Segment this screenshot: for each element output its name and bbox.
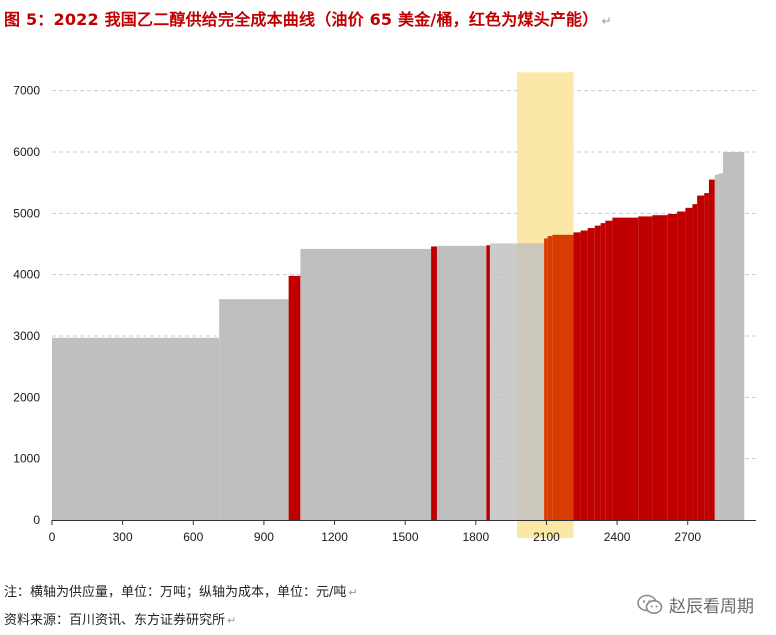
x-tick-label: 1200 [321,530,348,544]
y-tick-label: 3000 [13,329,40,343]
bar-segment-coal [431,246,437,520]
axis-note-text: 注：横轴为供应量，单位：万吨；纵轴为成本，单位：元/吨 [4,585,347,600]
figure-title-text: 图 5：2022 我国乙二醇供给完全成本曲线（油价 65 美金/桶，红色为煤头产… [4,10,599,29]
bar-segment-coal [708,179,715,520]
bar-segment [723,152,745,520]
bar-segment-coal [587,228,595,520]
bar-segment-coal [552,234,574,521]
supply-cost-chart: 0 300 600 900 1200 1500 1800 2100 2400 2700 0 1000 2… [13,72,756,544]
bar-segment-coal [685,207,693,520]
bar-segment-coal [547,236,553,520]
watermark: 赵辰看周期 [637,592,754,617]
figure-title: 图 5：2022 我国乙二醇供给完全成本曲线（油价 65 美金/桶，红色为煤头产… [4,6,612,30]
data-source: 资料来源：百川资讯、东方证券研究所 ↵ [4,609,236,628]
x-tick-label: 2700 [674,530,701,544]
bar-layer [52,152,745,521]
return-mark: ↵ [601,14,612,28]
bar-segment-coal [677,211,686,520]
y-tick-label: 2000 [13,390,40,404]
x-tick-label: 600 [183,530,203,544]
bar-segment-coal [605,220,613,520]
bar-segment-coal [594,225,601,520]
y-tick-label: 6000 [13,145,40,159]
bar-segment-coal [573,232,581,520]
return-mark: ↵ [348,586,358,599]
watermark-text: 赵辰看周期 [669,597,754,617]
axis-note: 注：横轴为供应量，单位：万吨；纵轴为成本，单位：元/吨 ↵ [4,581,358,600]
x-tick-label: 900 [254,530,274,544]
bar-segment-coal [697,195,705,520]
x-tick-label: 2400 [604,530,631,544]
bar-segment-coal [612,217,639,521]
bar-segment [436,245,487,520]
x-tick-label: 1800 [462,530,489,544]
bar-segment-coal [580,230,588,521]
bar-segment-coal [600,223,606,520]
bar-segment-coal [486,245,490,520]
x-tick-label: 2100 [533,530,560,544]
bar-segment-coal [692,204,698,520]
bar-segment [300,248,432,520]
bar-segment-coal [288,275,301,520]
bar-segment-coal [667,213,678,521]
bar-segment-coal [652,215,668,520]
bar-segment [52,337,220,520]
bar-segment [219,299,289,520]
x-tick-label: 0 [49,530,56,544]
bar-segment [714,174,719,520]
y-tick-label: 4000 [13,268,40,282]
tick-label-layer: 0 300 600 900 1200 1500 1800 2100 2400 2700 0 1000 2… [13,84,701,544]
y-tick-label: 1000 [13,452,40,466]
y-tick-label: 5000 [13,206,40,220]
bar-segment-coal [638,216,653,520]
bar-segment-coal [544,238,548,521]
bar-segment-coal [704,193,709,521]
return-mark: ↵ [227,614,237,627]
x-tick-label: 300 [113,530,133,544]
bar-segment [718,173,724,520]
y-tick-label: 0 [33,513,40,527]
x-tick-label: 1500 [392,530,419,544]
bar-segment [489,243,545,521]
y-tick-label: 7000 [13,84,40,98]
wechat-icon [637,594,663,614]
data-source-text: 资料来源：百川资讯、东方证券研究所 [4,613,226,628]
axis-layer [51,520,756,525]
